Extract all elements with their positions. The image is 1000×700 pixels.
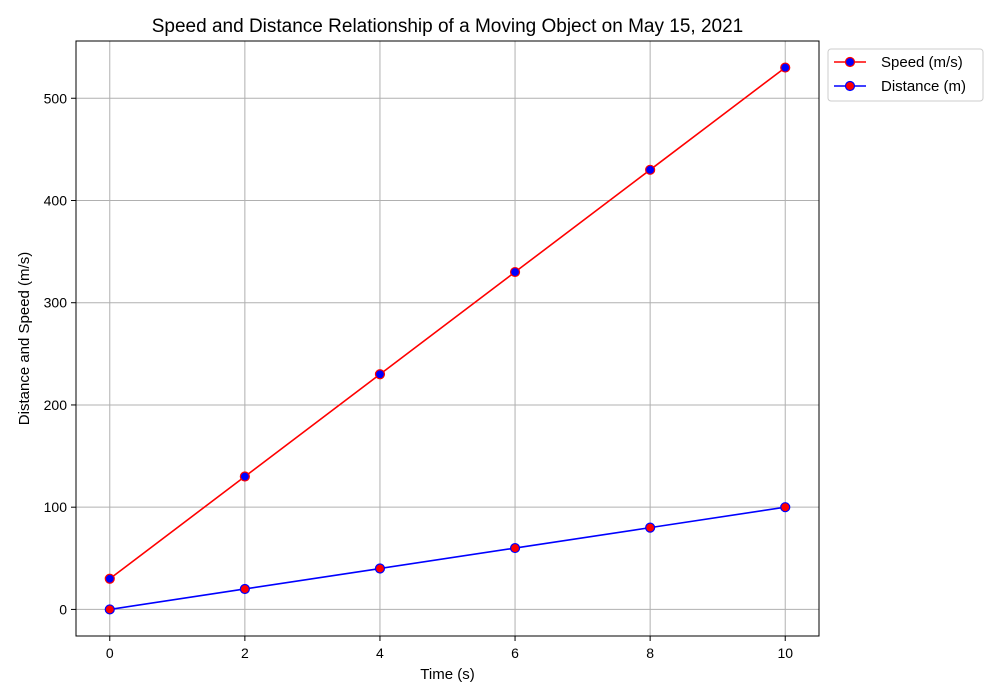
speed-m-s-point [509,266,521,278]
y-axis-title: Distance and Speed (m/s) [16,252,33,425]
speed-m-s-legend-label: Speed (m/s) [881,54,963,71]
y-tick-label: 500 [44,90,68,106]
speed-m-s-point [239,471,250,482]
legend: Speed (m/s) Distance (m) [827,48,984,102]
y-tick-label: 400 [44,192,68,208]
x-tick-label: 6 [511,645,519,661]
speed-m-s-legend-marker [844,56,856,68]
distance-m-point [374,563,386,574]
speed-m-s-series-line [109,66,786,580]
distance-m-point [104,604,115,615]
x-tick-label: 0 [106,645,114,661]
speed-m-s-point [780,62,791,73]
y-tick-label: 300 [44,295,68,311]
x-tick-label: 10 [777,645,793,661]
y-tick-label: 0 [59,601,67,617]
x-axis-title: Time (s) [420,666,474,683]
chart-title: Speed and Distance Relationship of a Mov… [152,16,743,37]
y-tick-label: 100 [44,499,68,515]
distance-m-legend-label: Distance (m) [881,78,966,95]
speed-m-s-point [104,573,115,584]
grid [76,41,819,636]
series-lines [109,66,786,611]
legend-box [827,48,984,102]
y-tick-label: 200 [44,397,68,413]
speed-m-s-point [374,369,386,380]
plot-area-frame [75,40,820,637]
distance-m-series-line [109,506,786,611]
distance-m-point [239,583,250,595]
x-tick-label: 2 [241,645,249,661]
distance-m-point [645,522,656,533]
series-markers [104,62,791,615]
distance-m-legend-marker [844,80,856,92]
distance-m-point [780,502,791,513]
x-tick-label: 4 [376,645,384,661]
speed-m-s-point [645,164,656,175]
x-tick-label: 8 [646,645,654,661]
distance-m-point [509,542,521,554]
